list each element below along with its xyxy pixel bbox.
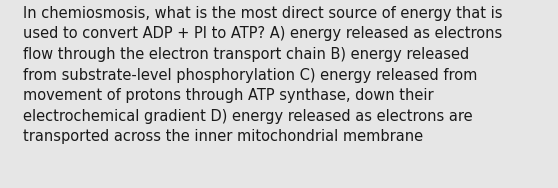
Text: In chemiosmosis, what is the most direct source of energy that is
used to conver: In chemiosmosis, what is the most direct… — [23, 6, 503, 145]
